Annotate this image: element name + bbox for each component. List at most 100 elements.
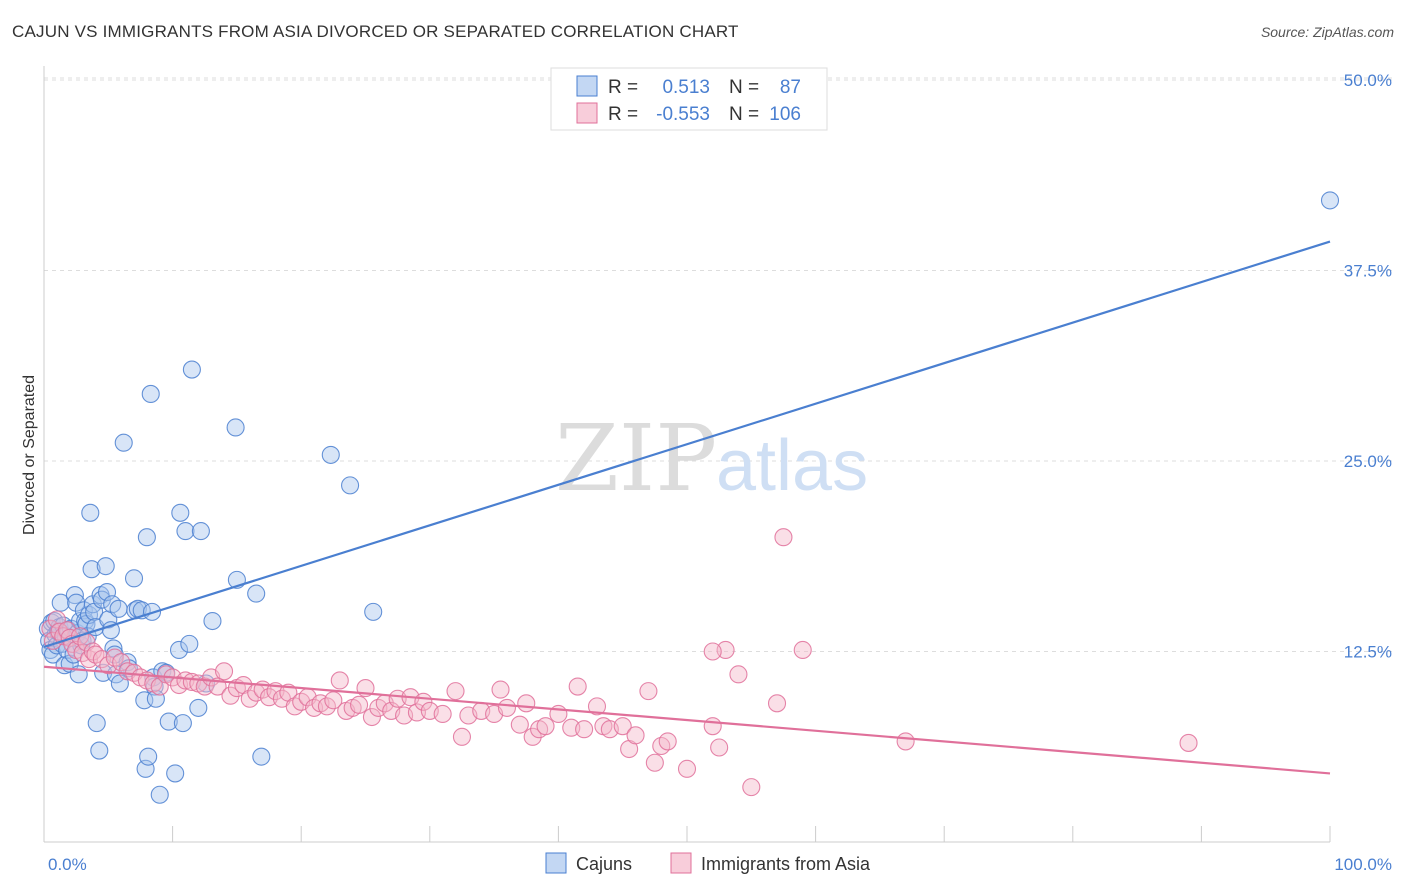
y-tick-labels: 12.5% 25.0% 37.5% 50.0% <box>1344 71 1392 662</box>
cajun-point <box>364 602 383 621</box>
x-tick-label-max: 100.0% <box>1334 855 1392 874</box>
immigrant-point <box>645 753 664 772</box>
y-tick-label: 37.5% <box>1344 262 1392 281</box>
legend-r-value-1: 0.513 <box>662 77 710 98</box>
bottom-legend-label-immigrants: Immigrants from Asia <box>701 854 871 874</box>
cajun-point <box>150 785 169 804</box>
immigrant-point <box>568 677 587 696</box>
immigrant-point <box>517 694 536 713</box>
immigrant-point <box>195 677 214 696</box>
cajun-point <box>341 476 360 495</box>
immigrant-point <box>652 736 671 756</box>
cajun-point <box>114 433 133 452</box>
immigrant-point <box>677 759 697 778</box>
watermark-atlas: atlas <box>716 426 868 506</box>
legend-n-value-1: 87 <box>780 77 801 98</box>
x-tick-label-min: 0.0% <box>48 855 87 874</box>
immigrant-point <box>896 732 915 751</box>
immigrant-point <box>285 697 304 716</box>
immigrant-point <box>613 717 632 736</box>
immigrant-point <box>86 645 105 664</box>
immigrant-point <box>214 662 234 681</box>
immigrant-point <box>330 671 349 690</box>
cajun-point <box>252 747 271 766</box>
cajun-point <box>96 557 115 576</box>
cajun-point <box>173 714 192 733</box>
legend-bottom: Cajuns Immigrants from Asia <box>545 852 871 874</box>
cajun-point <box>169 640 189 660</box>
cajun-point <box>101 621 120 640</box>
immigrant-point <box>221 686 240 705</box>
cajun-point <box>90 741 109 760</box>
cajun-point <box>65 586 84 605</box>
cajun-point <box>189 698 208 717</box>
cajun-point <box>109 599 128 618</box>
trend-lines <box>43 240 1331 775</box>
legend-r-value-2: -0.553 <box>656 104 710 125</box>
cajun-point <box>247 584 266 603</box>
cajun-point <box>87 714 106 733</box>
immigrant-point <box>497 698 517 717</box>
legend-r-label-2: R = <box>608 104 638 125</box>
immigrant-point <box>446 682 465 701</box>
watermark-zip: ZIP <box>555 405 717 512</box>
cajun-point <box>103 595 122 614</box>
cajun-point <box>191 522 210 541</box>
cajun-point <box>124 569 144 588</box>
y-tick-label: 25.0% <box>1344 452 1392 471</box>
immigrant-point <box>536 717 555 736</box>
cajun-point <box>226 418 245 437</box>
immigrant-point <box>105 648 124 667</box>
bottom-legend-label-cajuns: Cajuns <box>576 854 632 874</box>
legend-swatch-cajuns <box>576 75 598 97</box>
bottom-legend-swatch-immigrants <box>670 852 692 874</box>
immigrant-point <box>742 778 761 797</box>
immigrant-point <box>587 697 607 716</box>
cajun-point <box>137 528 156 547</box>
watermark: ZIP atlas <box>555 405 868 512</box>
legend-n-label-1: N = <box>729 77 759 98</box>
cajun-point <box>81 503 100 522</box>
immigrant-point <box>452 727 472 746</box>
chart-title: CAJUN VS IMMIGRANTS FROM ASIA DIVORCED O… <box>12 22 739 41</box>
immigrant-point <box>523 727 542 746</box>
immigrants-points <box>41 528 1198 797</box>
y-axis-title: Divorced or Separated <box>21 375 38 535</box>
cajuns-trend-line <box>43 240 1331 648</box>
bottom-legend-swatch-cajuns <box>545 852 567 874</box>
gridlines <box>44 77 1392 652</box>
immigrant-point <box>703 717 722 736</box>
cajun-point <box>51 593 70 612</box>
immigrant-point <box>510 715 529 734</box>
immigrant-point <box>639 682 658 701</box>
cajun-point <box>182 360 201 379</box>
immigrant-point <box>575 720 594 739</box>
legend-swatch-immigrants <box>576 102 598 124</box>
immigrant-point <box>112 653 131 672</box>
immigrant-point <box>710 738 729 757</box>
cajun-point <box>180 634 199 653</box>
cajun-point <box>82 560 101 579</box>
cajun-point <box>321 445 340 464</box>
x-ticks <box>172 826 1331 842</box>
immigrant-point <box>703 642 722 661</box>
y-tick-label: 50.0% <box>1344 71 1392 90</box>
legend-r-label-1: R = <box>608 77 638 98</box>
y-tick-label: 12.5% <box>1344 643 1392 662</box>
cajun-point <box>203 611 222 631</box>
immigrants-trend-line <box>43 665 1331 775</box>
cajuns-points <box>38 191 1340 804</box>
legend-top: R = 0.513 N = 87 R = -0.553 N = 106 <box>550 67 828 131</box>
cajun-point <box>1320 191 1340 210</box>
immigrant-point <box>793 640 812 660</box>
immigrant-point <box>1179 733 1198 752</box>
cajun-point <box>141 384 160 403</box>
cajun-point <box>176 522 195 541</box>
legend-n-value-2: 106 <box>769 104 801 125</box>
cajun-point <box>104 639 123 658</box>
immigrant-point <box>767 694 787 713</box>
immigrant-point <box>729 665 748 684</box>
cajun-point <box>83 595 102 614</box>
legend-n-label-2: N = <box>729 104 759 125</box>
